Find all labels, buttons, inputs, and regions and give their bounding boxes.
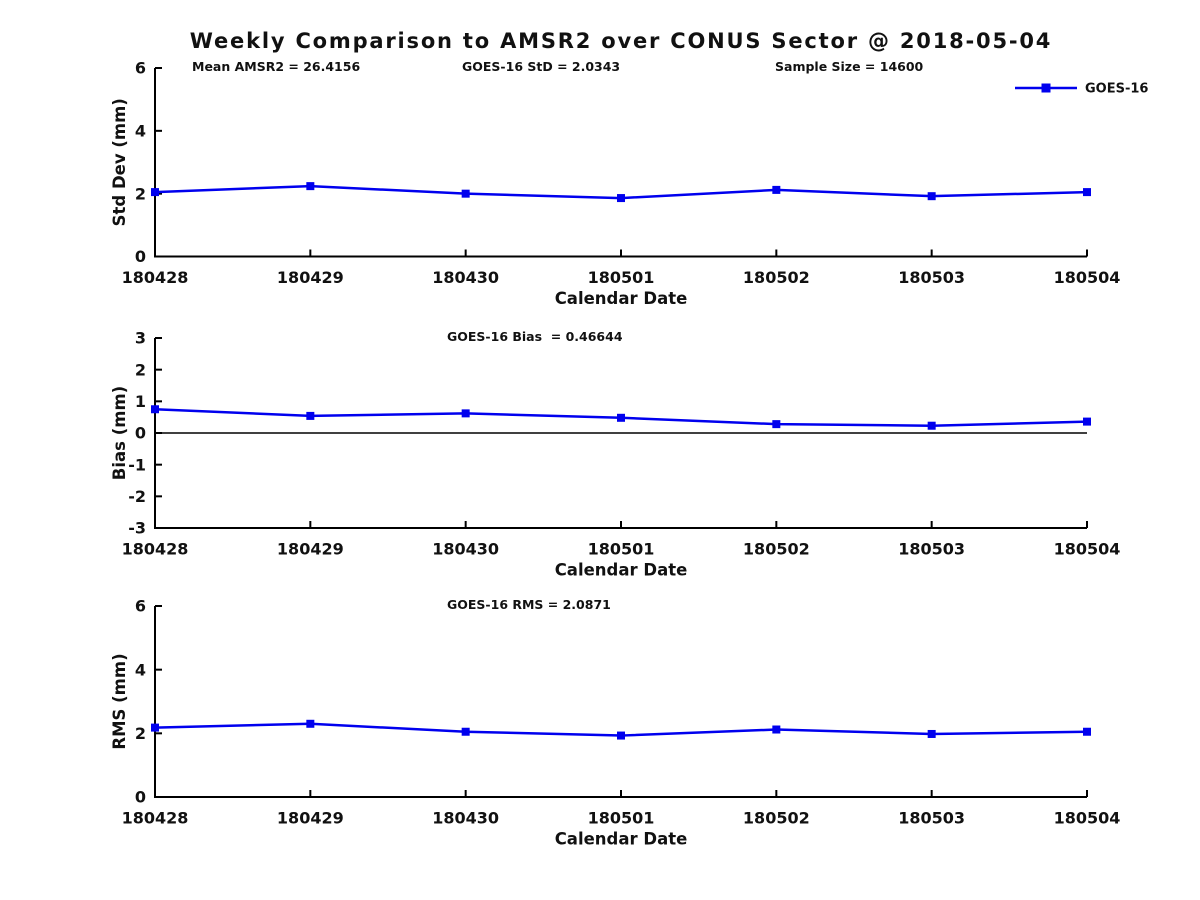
- data-marker: [927, 192, 936, 201]
- annotation-text: Sample Size = 14600: [775, 59, 924, 74]
- x-tick-label: 180430: [432, 809, 499, 828]
- x-tick-label: 180503: [898, 809, 965, 828]
- data-marker: [617, 731, 625, 740]
- data-marker: [772, 725, 781, 734]
- subplot-std-dev: 0 2 4 6 180428 180429 180430 180501 180502 180503…: [110, 59, 1121, 308]
- y-axis-title: Std Dev (mm): [110, 98, 129, 226]
- y-tick-label: 6: [135, 59, 146, 78]
- data-marker: [927, 421, 936, 430]
- data-marker: [306, 719, 315, 728]
- data-marker: [1083, 727, 1091, 736]
- x-tick-label: 180501: [588, 540, 655, 559]
- x-tick-label: 180503: [898, 540, 965, 559]
- x-tick-label: 180504: [1054, 809, 1121, 828]
- data-marker: [461, 727, 470, 736]
- subplot-rms: 0 2 4 6 180428 180429 180430 180501 180502 180503…: [110, 597, 1121, 849]
- annotation-text: GOES-16 RMS = 2.0871: [447, 597, 611, 612]
- x-tick-label: 180502: [743, 540, 810, 559]
- y-tick-label: -2: [128, 487, 146, 506]
- x-tick-label: 180503: [898, 268, 965, 287]
- annotation-text: Mean AMSR2 = 26.4156: [192, 59, 360, 74]
- y-tick-label: 2: [135, 724, 146, 743]
- x-axis-title: Calendar Date: [555, 289, 688, 308]
- x-tick-label: 180501: [588, 268, 655, 287]
- data-marker: [772, 420, 781, 429]
- x-tick-label: 180430: [432, 540, 499, 559]
- y-tick-label: 4: [135, 121, 146, 140]
- annotation-text: GOES-16 Bias = 0.46644: [447, 329, 623, 344]
- y-tick-label: 0: [135, 788, 146, 807]
- x-tick-label: 180429: [277, 809, 344, 828]
- x-tick-label: 180504: [1054, 268, 1121, 287]
- data-marker: [927, 729, 936, 738]
- x-tick-label: 180502: [743, 268, 810, 287]
- x-tick-label: 180429: [277, 268, 344, 287]
- x-tick-label: 180502: [743, 809, 810, 828]
- data-marker: [772, 185, 781, 194]
- x-tick-label: 180428: [122, 268, 189, 287]
- y-tick-label: 1: [135, 392, 146, 411]
- y-tick-label: 3: [135, 329, 146, 348]
- data-marker: [306, 182, 315, 191]
- data-marker: [617, 413, 625, 422]
- data-marker: [151, 723, 159, 732]
- data-marker: [151, 405, 159, 414]
- x-axis-title: Calendar Date: [555, 560, 688, 579]
- x-tick-label: 180428: [122, 540, 189, 559]
- y-tick-label: 6: [135, 597, 146, 616]
- y-tick-label: 4: [135, 660, 146, 679]
- figure-title: Weekly Comparison to AMSR2 over CONUS Se…: [189, 29, 1053, 53]
- data-marker: [1083, 188, 1091, 197]
- y-tick-label: 2: [135, 184, 146, 203]
- annotation-text: GOES-16 StD = 2.0343: [462, 59, 620, 74]
- y-tick-label: 0: [135, 424, 146, 443]
- x-tick-label: 180430: [432, 268, 499, 287]
- y-axis-title: Bias (mm): [110, 386, 129, 480]
- x-tick-label: 180501: [588, 809, 655, 828]
- data-marker: [306, 411, 315, 420]
- y-tick-label: 0: [135, 247, 146, 266]
- legend-marker-icon: [1041, 83, 1051, 93]
- data-marker: [617, 194, 625, 203]
- x-tick-label: 180429: [277, 540, 344, 559]
- y-tick-label: -1: [128, 455, 146, 474]
- subplot-bias: -3 -2 -1 0 1 2 3 180428 180429 180430 180501 180502…: [110, 329, 1121, 580]
- x-tick-label: 180504: [1054, 540, 1121, 559]
- x-tick-label: 180428: [122, 809, 189, 828]
- data-marker: [1083, 417, 1091, 426]
- y-tick-label: 2: [135, 360, 146, 379]
- data-marker: [151, 188, 159, 197]
- x-axis-title: Calendar Date: [555, 829, 688, 848]
- data-marker: [461, 189, 470, 198]
- data-marker: [461, 409, 470, 418]
- y-axis-title: RMS (mm): [110, 653, 129, 749]
- legend: GOES-16: [1015, 82, 1148, 97]
- y-tick-label: -3: [128, 519, 146, 538]
- legend-label: GOES-16: [1085, 82, 1148, 97]
